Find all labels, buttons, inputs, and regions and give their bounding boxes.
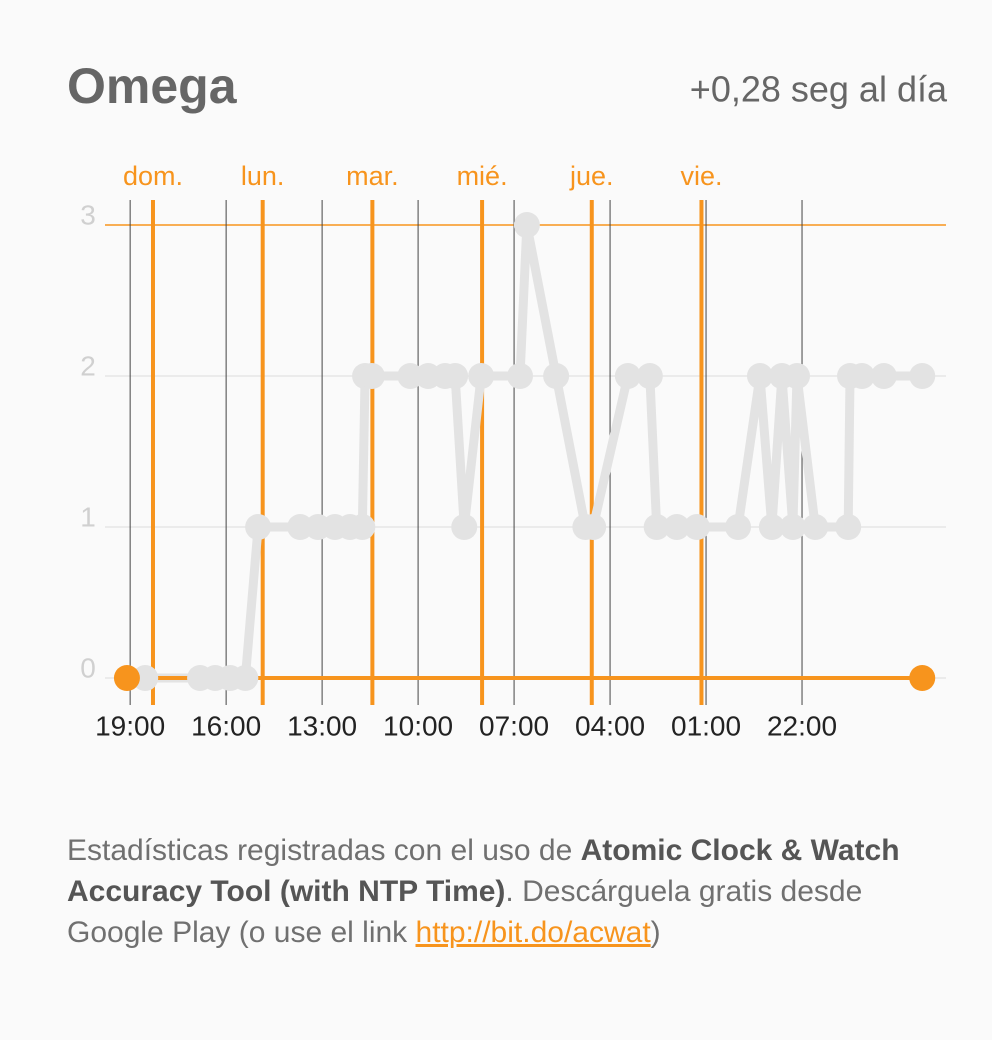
data-point	[132, 665, 159, 691]
data-point	[468, 363, 495, 389]
data-point	[802, 514, 829, 540]
day-label: mar.	[346, 161, 399, 191]
app-name: Atomic Clock & Watch Accuracy Tool (with…	[67, 834, 900, 908]
x-tick-label: 01:00	[671, 710, 741, 741]
day-label: jue.	[569, 161, 614, 191]
y-tick-label: 0	[80, 652, 96, 683]
x-tick-label: 04:00	[575, 710, 645, 741]
day-label: mié.	[457, 161, 508, 191]
data-point	[507, 363, 534, 389]
data-point	[909, 665, 936, 691]
chart: Omega +0,28 seg al día 0 1 2 3 19:00 16:00 13:…	[67, 58, 948, 741]
y-tick-label: 2	[80, 350, 96, 381]
data-point	[442, 363, 469, 389]
y-tick-label: 1	[80, 501, 96, 532]
data-point	[113, 665, 140, 691]
x-tick-label: 13:00	[287, 710, 357, 741]
footer-text: )	[650, 916, 661, 949]
x-tick-label: 16:00	[191, 710, 261, 741]
data-point	[725, 514, 752, 540]
data-point	[663, 514, 690, 540]
y-tick-label: 3	[80, 199, 96, 230]
data-point	[746, 363, 773, 389]
data-point	[870, 363, 897, 389]
day-label: vie.	[680, 161, 722, 191]
data-point	[245, 514, 272, 540]
data-point	[614, 363, 641, 389]
title: Omega	[67, 58, 238, 114]
data-point	[513, 212, 540, 238]
data-point	[683, 514, 710, 540]
data-point	[783, 363, 810, 389]
footer-text: Estadísticas registradas con el uso de	[67, 834, 581, 867]
data-point	[397, 363, 424, 389]
data-point	[358, 363, 385, 389]
data-point	[580, 514, 607, 540]
day-label: lun.	[241, 161, 285, 191]
data-point	[848, 363, 875, 389]
footer-text: . Descárguela gratis desde Google Play (…	[67, 875, 863, 949]
data-point	[349, 514, 376, 540]
data-point	[758, 514, 785, 540]
data-point	[909, 363, 936, 389]
x-tick-label: 22:00	[767, 710, 837, 741]
data-point	[451, 514, 478, 540]
x-tick-label: 19:00	[95, 710, 165, 741]
data-point	[779, 514, 806, 540]
footer: Estadísticas registradas con el uso de A…	[67, 830, 947, 953]
data-point	[543, 363, 570, 389]
rate: +0,28 seg al día	[690, 69, 948, 110]
link[interactable]: http://bit.do/acwat	[415, 916, 651, 949]
day-label: dom.	[123, 161, 183, 191]
data-point	[643, 514, 670, 540]
x-tick-label: 07:00	[479, 710, 549, 741]
x-tick-label: 10:00	[383, 710, 453, 741]
data-point	[636, 363, 663, 389]
data-point	[835, 514, 862, 540]
data-point	[287, 514, 314, 540]
data-point	[232, 665, 259, 691]
